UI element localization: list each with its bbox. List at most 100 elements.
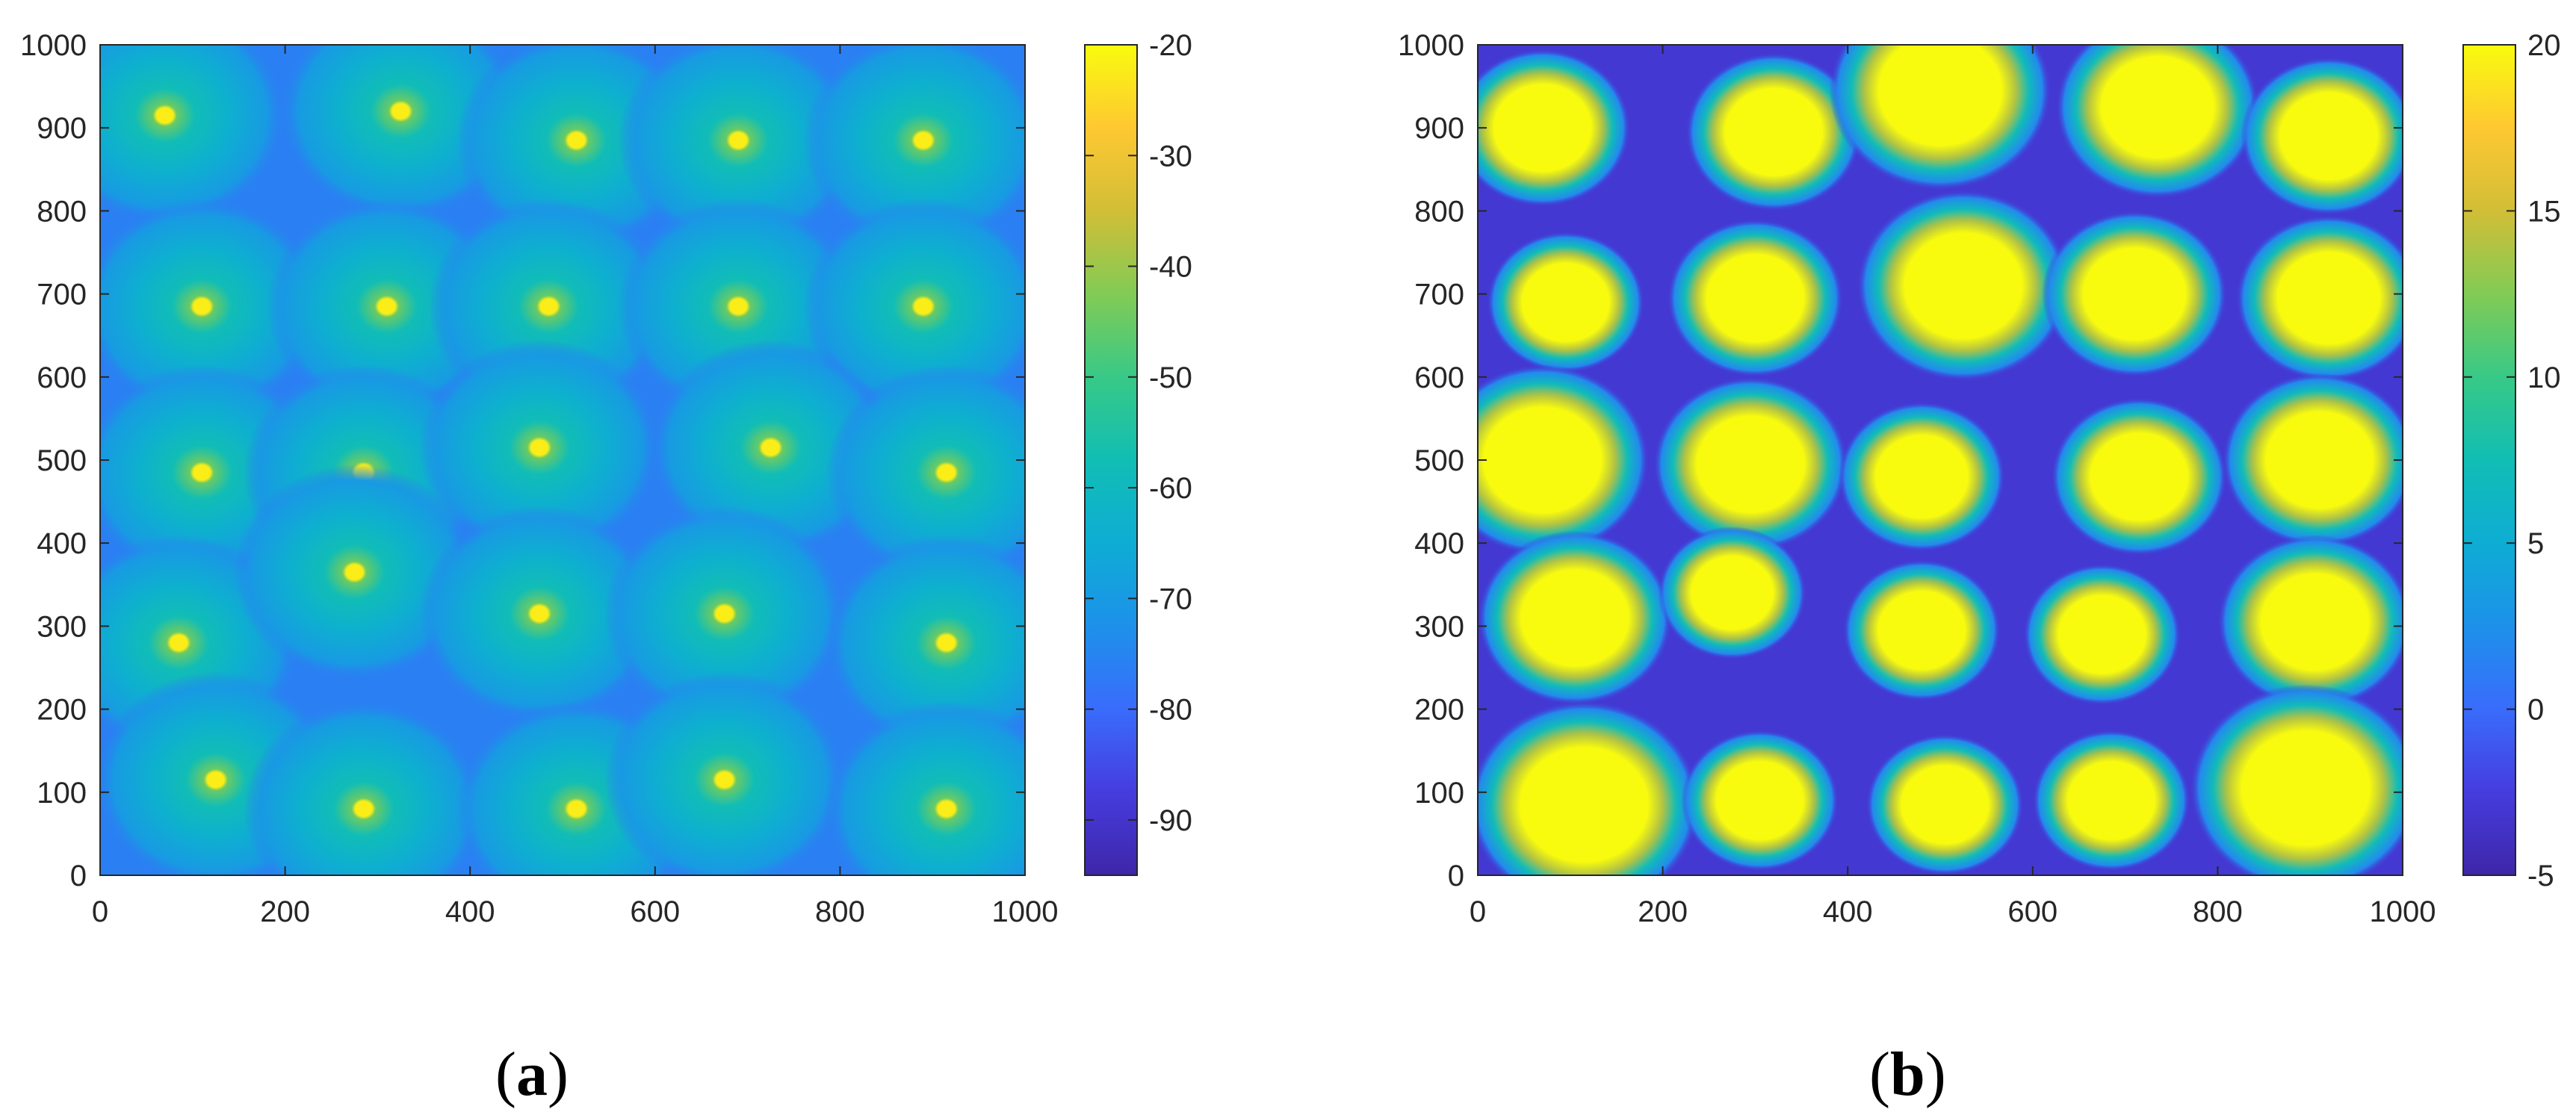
y-tick-label: 100 <box>37 777 87 810</box>
heat-spot <box>2055 45 2260 199</box>
heat-spot <box>826 535 1025 751</box>
y-tick-label: 0 <box>70 860 87 892</box>
colorbar-tick-label: -20 <box>1149 29 1192 62</box>
panel-label-b: (b) <box>1869 1040 1946 1109</box>
heat-spot <box>1857 190 2070 382</box>
y-tick-label: 100 <box>1414 777 1464 810</box>
heat-spot <box>2023 564 2181 706</box>
heat-spot <box>1478 701 1700 875</box>
heat-spot <box>243 701 484 875</box>
heat-spot <box>802 198 1025 414</box>
colorbar-tick-label: -80 <box>1149 694 1192 727</box>
y-tick-label: 600 <box>1414 361 1464 394</box>
y-tick-label: 400 <box>1414 527 1464 560</box>
x-tick-label: 600 <box>630 895 680 928</box>
heat-spot <box>2051 397 2227 556</box>
y-tick-label: 0 <box>1448 860 1464 892</box>
colorbar-frame <box>1084 44 1138 876</box>
heat-spot <box>2032 730 2190 872</box>
y-tick-label: 200 <box>1414 694 1464 727</box>
colorbar-tick-label: -5 <box>2527 860 2554 892</box>
y-tick-label: 500 <box>1414 444 1464 477</box>
heat-spot <box>2217 535 2403 709</box>
y-tick-label: 700 <box>37 279 87 311</box>
y-tick-label: 1000 <box>1398 29 1464 62</box>
heatmap-b <box>1478 45 2403 875</box>
y-tick-label: 500 <box>37 444 87 477</box>
colorbar-b: 20 15 10 5 0 -5 <box>2462 29 2561 892</box>
heat-spot <box>1681 730 1839 872</box>
colorbar-tick-label: -40 <box>1149 251 1192 284</box>
heat-spot <box>1838 402 2005 552</box>
x-tick-label: 200 <box>1638 895 1688 928</box>
x-tick-label: 1000 <box>2370 895 2436 928</box>
heat-spot <box>1829 45 2052 190</box>
colorbar-tick-label: -60 <box>1149 472 1192 505</box>
y-tick-label: 1000 <box>20 29 87 62</box>
colorbar-tick-label: 10 <box>2527 361 2561 394</box>
y-tick-label: 700 <box>1414 279 1464 311</box>
x-tick-label: 800 <box>815 895 865 928</box>
x-tick-label: 400 <box>1823 895 1873 928</box>
colorbar-frame <box>2462 44 2516 876</box>
heat-spot <box>100 45 285 224</box>
heat-spot <box>2222 373 2403 547</box>
heat-spot <box>1653 376 1848 552</box>
colorbar-gradient <box>2463 45 2515 875</box>
x-tick-label: 600 <box>2007 895 2058 928</box>
y-tick-label: 300 <box>1414 610 1464 643</box>
x-tick-label: 0 <box>1470 895 1486 928</box>
heat-spot <box>604 671 845 875</box>
heat-spot <box>1685 53 1862 211</box>
panel-label-b-letter: b <box>1889 1040 1925 1109</box>
x-tick-label: 200 <box>260 895 310 928</box>
heat-spot <box>1658 526 1806 659</box>
heat-spot <box>419 506 660 722</box>
heat-spot <box>1866 733 2024 875</box>
heat-spot <box>826 701 1025 875</box>
heat-spot <box>100 198 323 414</box>
panel-label-a-letter: a <box>515 1040 548 1109</box>
heat-spot <box>2042 211 2227 377</box>
colorbar-a: -20 -30 -40 -50 -60 -70 -80 -90 <box>1084 29 1192 876</box>
colorbar-tick-label: 15 <box>2527 195 2561 228</box>
heat-spot <box>1667 219 1844 377</box>
heat-spot <box>2190 684 2403 875</box>
heat-spot <box>826 364 1025 581</box>
panel-a: 0 200 400 600 800 1000 0 100 200 300 400 500 600 700 8… <box>20 29 1192 928</box>
y-tick-label: 400 <box>37 527 87 560</box>
heat-spot <box>1487 232 1644 373</box>
y-tick-label: 800 <box>37 195 87 228</box>
colorbar-tick-label: -30 <box>1149 140 1192 173</box>
heat-spot <box>419 339 660 556</box>
colorbar-tick-label: -90 <box>1149 804 1192 837</box>
y-tick-label: 600 <box>37 361 87 394</box>
heat-spot <box>1843 559 2001 701</box>
heat-spot <box>1478 530 1672 706</box>
heat-spot <box>1478 364 1649 556</box>
colorbar-tick-label: 0 <box>2527 694 2544 727</box>
y-tick-label: 300 <box>37 610 87 643</box>
heat-spot <box>618 45 859 249</box>
heat-spot <box>604 506 845 722</box>
heat-spot <box>234 464 475 680</box>
x-tick-label: 0 <box>92 895 108 928</box>
x-tick-label: 400 <box>445 895 495 928</box>
colorbar-gradient <box>1085 45 1137 875</box>
heat-spot <box>2236 214 2403 382</box>
y-tick-label: 200 <box>37 694 87 727</box>
x-tick-label: 1000 <box>992 895 1059 928</box>
colorbar-tick-label: -70 <box>1149 583 1192 615</box>
y-tick-label: 800 <box>1414 195 1464 228</box>
panel-b: 0 200 400 600 800 100001002003004005006007008… <box>1398 29 2561 928</box>
colorbar-tick-label: 20 <box>2527 29 2561 62</box>
y-tick-label: 900 <box>1414 112 1464 145</box>
heat-spot <box>2241 57 2403 215</box>
panel-label-a: (a) <box>495 1040 569 1109</box>
heat-spot <box>1478 49 1631 207</box>
y-tick-label: 900 <box>37 112 87 145</box>
colorbar-tick-label: -50 <box>1149 361 1192 394</box>
colorbar-tick-label: 5 <box>2527 527 2544 560</box>
heat-spot <box>280 45 521 220</box>
